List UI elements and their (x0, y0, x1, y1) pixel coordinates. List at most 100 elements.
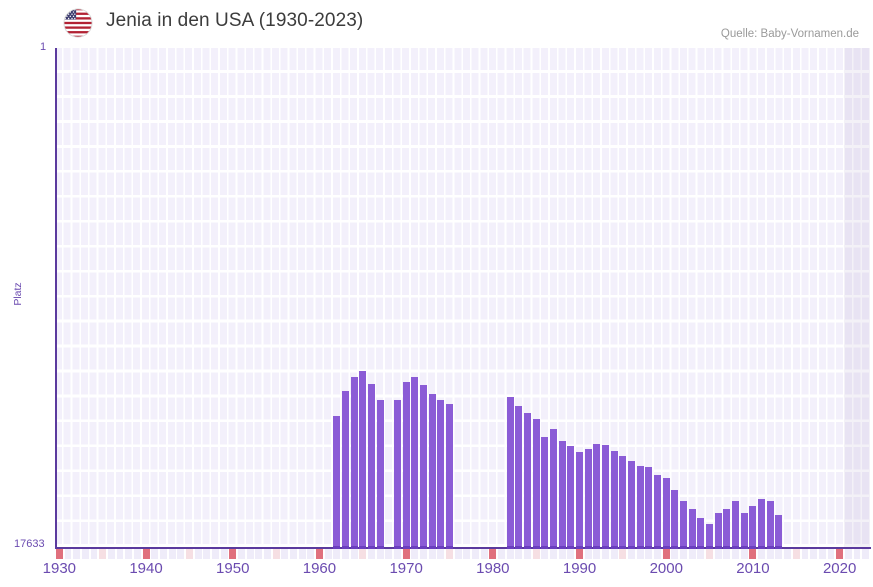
bar[interactable] (524, 413, 531, 547)
tick-marker-half-decade (272, 549, 280, 559)
x-axis-tick-label: 1960 (302, 560, 337, 577)
tick-marker-decade (315, 549, 323, 559)
bar-foot (550, 546, 557, 549)
bar[interactable] (688, 508, 696, 547)
tick-slot (862, 549, 870, 559)
bar-foot (619, 546, 627, 549)
x-axis-tick-label: 2020 (822, 560, 857, 577)
bar[interactable] (680, 501, 688, 547)
bar[interactable] (567, 445, 575, 547)
bar[interactable] (532, 418, 540, 547)
tick-slot (73, 549, 81, 559)
tick-slot (472, 549, 479, 559)
bar[interactable] (628, 460, 636, 547)
bar[interactable] (706, 523, 714, 547)
vertical-gridlines (55, 48, 870, 547)
tick-slot (151, 549, 159, 559)
bar[interactable] (758, 499, 766, 547)
bar[interactable] (636, 466, 644, 547)
bar[interactable] (550, 429, 557, 547)
bar-foot (333, 546, 341, 549)
bar[interactable] (341, 390, 349, 547)
bar[interactable] (437, 399, 445, 547)
bar-foot (541, 546, 549, 549)
tick-slot (810, 549, 818, 559)
tick-marker-decade (749, 549, 757, 559)
bar[interactable] (775, 514, 783, 547)
tick-slot (732, 549, 740, 559)
tick-slot (81, 549, 89, 559)
tick-slot (463, 549, 471, 559)
bar[interactable] (506, 397, 514, 547)
tick-slot (159, 549, 167, 559)
tick-slot (758, 549, 766, 559)
bar[interactable] (359, 371, 367, 547)
bar[interactable] (697, 518, 705, 547)
bar[interactable] (394, 400, 401, 547)
bar[interactable] (350, 377, 358, 547)
x-axis-tick-label: 1990 (562, 560, 597, 577)
bar[interactable] (619, 455, 627, 547)
bar[interactable] (541, 437, 549, 547)
bar-foot (697, 546, 705, 549)
tick-slot (827, 549, 835, 559)
tick-slot (740, 549, 748, 559)
tick-slot (64, 549, 72, 559)
bar[interactable] (576, 452, 584, 547)
bar-foot (610, 546, 618, 549)
bar[interactable] (654, 475, 662, 547)
bar-foot (706, 546, 714, 549)
bar[interactable] (749, 505, 757, 547)
tick-slot (723, 549, 731, 559)
bar-foot (723, 546, 731, 549)
bar-foot (420, 546, 427, 549)
tick-slot (567, 549, 575, 559)
tick-slot (246, 549, 254, 559)
bar[interactable] (376, 400, 384, 547)
tick-slot (107, 549, 115, 559)
tick-marker-half-decade (446, 549, 453, 559)
y-axis-top-label: 1 (40, 41, 47, 53)
bar[interactable] (645, 467, 653, 547)
tick-marker-half-decade (185, 549, 193, 559)
bar[interactable] (428, 394, 436, 547)
bar[interactable] (602, 445, 610, 547)
bar[interactable] (732, 500, 740, 547)
bar[interactable] (662, 478, 670, 547)
bar[interactable] (671, 490, 679, 547)
bar-foot (602, 546, 610, 549)
tick-slot (688, 549, 696, 559)
bar[interactable] (515, 405, 523, 547)
bar[interactable] (367, 384, 375, 547)
bar[interactable] (740, 512, 748, 547)
bar[interactable] (723, 509, 731, 547)
bar-foot (654, 546, 662, 549)
tick-slot (133, 549, 141, 559)
bar-foot (671, 546, 679, 549)
bar[interactable] (446, 404, 453, 547)
bar[interactable] (714, 512, 722, 547)
tick-slot (333, 549, 341, 559)
bar[interactable] (402, 381, 410, 547)
bar[interactable] (333, 415, 341, 547)
bar[interactable] (420, 384, 427, 547)
bar-foot (402, 546, 410, 549)
y-axis-title: Platz (12, 282, 24, 306)
tick-slot (541, 549, 549, 559)
tick-slot (628, 549, 636, 559)
bar[interactable] (584, 449, 592, 547)
bar[interactable] (766, 500, 774, 547)
tick-marker-decade (489, 549, 497, 559)
tick-slot (766, 549, 774, 559)
bar[interactable] (411, 377, 419, 547)
bar[interactable] (610, 451, 618, 547)
bar-foot (766, 546, 774, 549)
tick-slot (654, 549, 662, 559)
bar-foot (350, 546, 358, 549)
bar-foot (567, 546, 575, 549)
bar[interactable] (593, 443, 601, 547)
bar[interactable] (558, 441, 566, 547)
horizontal-gridlines (55, 48, 870, 547)
tick-marker-half-decade (99, 549, 107, 559)
bar-foot (628, 546, 636, 549)
